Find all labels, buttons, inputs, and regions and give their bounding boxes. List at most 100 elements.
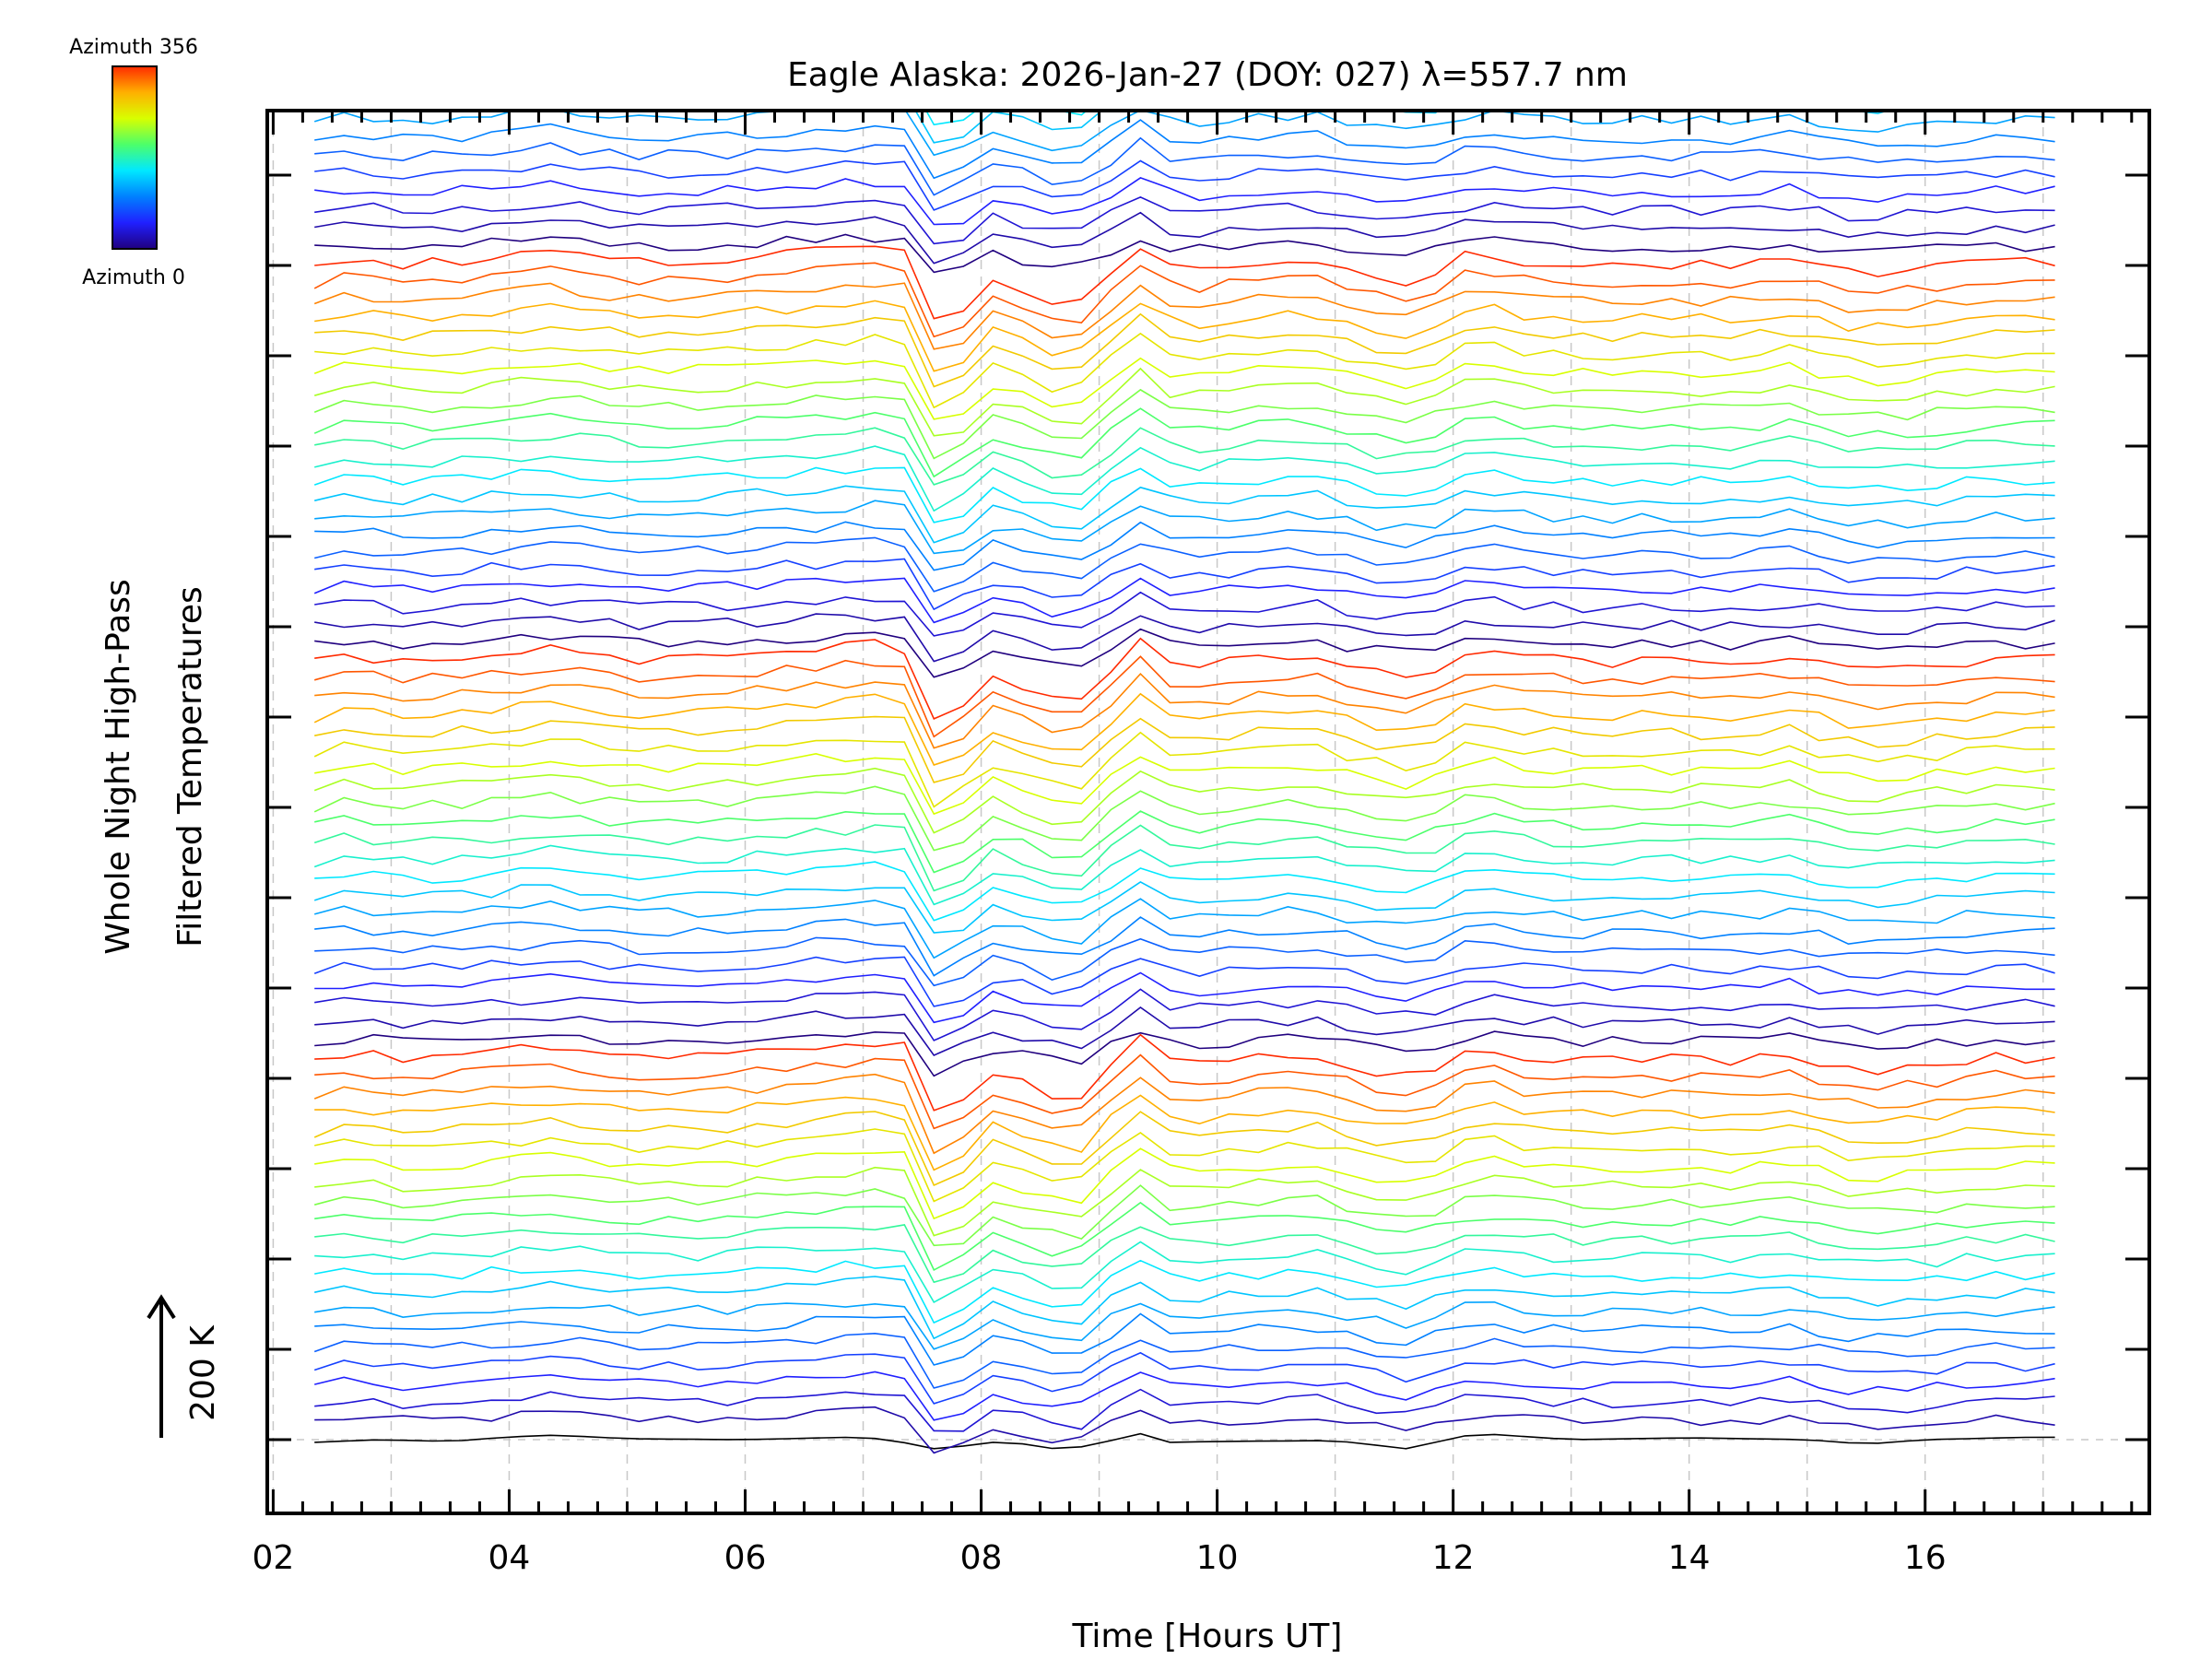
series-line <box>314 1276 2055 1340</box>
series-line <box>314 159 2055 211</box>
series-line <box>314 1406 2055 1454</box>
scale-indicator: 200 K <box>147 1294 222 1438</box>
series-line <box>313 111 2055 157</box>
series-line <box>313 692 2055 766</box>
colorbar: Azimuth 356 Azimuth 0 <box>69 36 198 289</box>
series-line <box>313 367 2055 437</box>
series-line <box>314 177 2055 226</box>
series-line <box>313 898 2055 959</box>
series-line <box>314 988 2055 1041</box>
series-line <box>313 824 2055 892</box>
series-line <box>314 715 2055 783</box>
series-line <box>314 536 2055 593</box>
y-axis-label-line1: Whole Night High-Pass <box>100 579 137 955</box>
series-line <box>314 445 2055 512</box>
series-line <box>314 245 2055 320</box>
series-line <box>314 1224 2055 1284</box>
series-line <box>314 312 2055 388</box>
scale-arrow-head <box>147 1294 176 1320</box>
series-line <box>314 500 2055 555</box>
series-line <box>314 936 2055 987</box>
grid-lines <box>267 111 2149 1513</box>
scale-label: 200 K <box>184 1324 222 1421</box>
series-line <box>313 956 2055 1007</box>
x-tick-labels: 02 04 06 08 10 12 14 16 <box>252 1539 1946 1577</box>
series-line <box>313 880 2055 934</box>
series-line <box>314 233 2055 274</box>
series-line <box>314 558 2055 611</box>
series-line <box>314 971 2055 1024</box>
series-line <box>314 0 2054 55</box>
series-line <box>314 1432 2055 1450</box>
series-line <box>314 1033 2055 1112</box>
series-line <box>314 211 2055 265</box>
series-line <box>314 1094 2055 1171</box>
colorbar-top-label: Azimuth 356 <box>69 36 198 59</box>
series-line <box>314 672 2055 749</box>
colorbar-scale <box>112 65 158 250</box>
series-line <box>314 1388 2055 1432</box>
series-line <box>314 332 2055 409</box>
series-line <box>314 1128 2055 1203</box>
y-axis-label: Whole Night High-Pass Filtered Temperatu… <box>100 579 209 955</box>
series-line <box>314 1241 2055 1303</box>
series-line <box>314 1371 2055 1421</box>
series-line <box>314 1147 2055 1220</box>
series-line <box>314 196 2055 245</box>
series-line <box>314 916 2055 977</box>
series-line <box>313 655 2055 738</box>
colorbar-bottom-label: Azimuth 0 <box>82 266 185 289</box>
series-line <box>313 388 2055 460</box>
chart-title: Eagle Alaska: 2026-Jan-27 (DOY: 027) λ=5… <box>787 56 1628 94</box>
series-line <box>314 1166 2055 1237</box>
series-line <box>314 1030 2055 1077</box>
series-line <box>314 1259 2055 1324</box>
x-tick-label: 04 <box>488 1539 531 1577</box>
series-line <box>313 262 2055 338</box>
series-line <box>314 521 2055 571</box>
x-axis-label: Time [Hours UT] <box>1072 1618 1343 1655</box>
series-line <box>314 300 2055 372</box>
series-line <box>314 1006 2055 1056</box>
series-line <box>314 810 2055 874</box>
series-line <box>314 752 2055 816</box>
x-tick-label: 10 <box>1196 1539 1239 1577</box>
series-line <box>314 591 2055 637</box>
series-line <box>314 628 2055 678</box>
series-line <box>313 357 2055 420</box>
series-line <box>313 1332 2055 1389</box>
series-line <box>313 1073 2055 1155</box>
series-line <box>314 613 2055 663</box>
y-axis-label-line2: Filtered Temperatures <box>171 586 209 947</box>
series-line <box>314 0 2054 22</box>
series-line <box>314 1053 2055 1130</box>
x-tick-label: 06 <box>724 1539 767 1577</box>
series-line <box>314 485 2055 544</box>
x-tick-label: 14 <box>1668 1539 1711 1577</box>
series-line <box>314 1312 2055 1366</box>
x-tick-label: 02 <box>252 1539 294 1577</box>
series-line <box>314 136 2055 196</box>
series-line <box>313 844 2055 906</box>
x-tick-label: 08 <box>960 1539 1003 1577</box>
series-line <box>313 282 2055 350</box>
series-line <box>313 731 2055 808</box>
series-line <box>314 0 2054 4</box>
x-tick-label: 12 <box>1432 1539 1475 1577</box>
series-line <box>313 785 2055 852</box>
series-line <box>313 1111 2055 1187</box>
series-line <box>314 0 2054 46</box>
series-line <box>314 427 2055 486</box>
x-tick-label: 16 <box>1904 1539 1947 1577</box>
series-line <box>313 767 2055 834</box>
plot-frame <box>265 109 2151 1515</box>
series-group <box>313 0 2055 1454</box>
series-line <box>314 1300 2055 1350</box>
series-line <box>314 1201 2055 1271</box>
axis-ticks <box>267 111 2149 1513</box>
series-line <box>313 407 2055 478</box>
series-line <box>314 637 2055 720</box>
series-line <box>313 1184 2055 1247</box>
series-line <box>313 1351 2055 1405</box>
